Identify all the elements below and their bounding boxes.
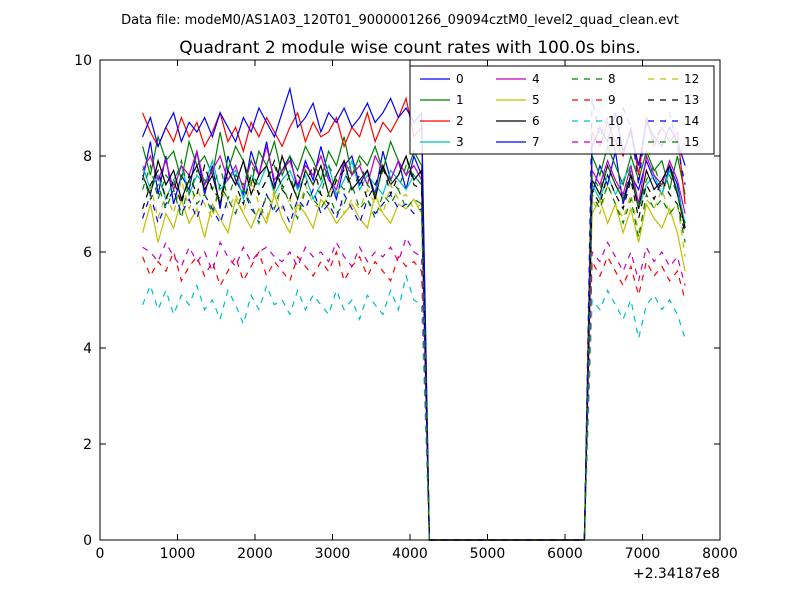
legend-label-8: 8	[608, 72, 616, 86]
legend-label-1: 1	[456, 93, 464, 107]
series-line-3	[142, 158, 686, 541]
legend-label-9: 9	[608, 93, 616, 107]
legend-label-5: 5	[532, 93, 540, 107]
series-line-14	[142, 98, 686, 541]
x-tick-label: 5000	[470, 546, 506, 562]
x-tick-label: 8000	[702, 546, 738, 562]
legend-label-4: 4	[532, 72, 540, 86]
x-tick-label: 2000	[237, 546, 273, 562]
series-line-10	[142, 273, 686, 541]
x-tick-label: 6000	[547, 546, 583, 562]
chart-title: Quadrant 2 module wise count rates with …	[179, 38, 640, 58]
y-tick-label: 0	[83, 533, 92, 549]
legend-label-13: 13	[684, 93, 699, 107]
series-line-11	[142, 236, 686, 541]
x-tick-label: 0	[96, 546, 105, 562]
y-tick-label: 6	[83, 245, 92, 261]
legend-label-11: 11	[608, 135, 623, 149]
x-tick-label: 1000	[160, 546, 196, 562]
x-tick-label: 3000	[315, 546, 351, 562]
suptitle: Data file: modeM0/AS1A03_120T01_90000012…	[121, 13, 679, 28]
x-tick-label: 7000	[625, 546, 661, 562]
series-line-5	[142, 192, 686, 541]
legend-label-3: 3	[456, 135, 464, 149]
legend-label-0: 0	[456, 72, 464, 86]
legend-label-10: 10	[608, 114, 623, 128]
legend-label-6: 6	[532, 114, 540, 128]
y-tick-label: 10	[74, 53, 92, 69]
x-offset-label: +2.34187e8	[633, 566, 720, 582]
series-line-9	[142, 250, 686, 541]
legend-label-12: 12	[684, 72, 699, 86]
series-line-6	[142, 153, 686, 541]
legend-label-7: 7	[532, 135, 540, 149]
y-tick-label: 8	[83, 149, 92, 165]
series-line-4	[142, 146, 686, 541]
y-tick-label: 2	[83, 437, 92, 453]
legend-label-2: 2	[456, 114, 464, 128]
legend-label-14: 14	[684, 114, 699, 128]
legend-label-15: 15	[684, 135, 699, 149]
y-tick-label: 4	[83, 341, 92, 357]
series-line-13	[142, 154, 686, 541]
legend-box	[409, 65, 715, 155]
x-tick-label: 4000	[392, 546, 428, 562]
series-line-12	[142, 177, 686, 541]
